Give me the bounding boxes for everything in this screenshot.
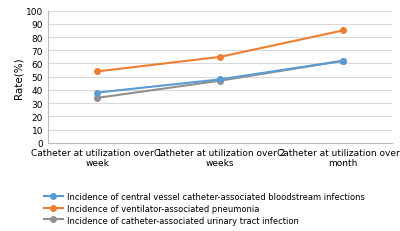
Y-axis label: Rate(%): Rate(%) — [13, 57, 23, 98]
Line: Incidence of catheter-associated urinary tract infection: Incidence of catheter-associated urinary… — [94, 59, 346, 101]
Incidence of central vessel catheter-associated bloodstream infections — [340, 60, 345, 63]
Line: Incidence of ventilator-associated pneumonia: Incidence of ventilator-associated pneum… — [94, 29, 346, 75]
Incidence of catheter-associated urinary tract infection — [340, 60, 345, 63]
Incidence of catheter-associated urinary tract infection — [218, 80, 222, 83]
Line: Incidence of central vessel catheter-associated bloodstream infections: Incidence of central vessel catheter-ass… — [94, 59, 346, 96]
Legend: Incidence of central vessel catheter-associated bloodstream infections, Incidenc: Incidence of central vessel catheter-ass… — [44, 192, 364, 225]
Incidence of catheter-associated urinary tract infection — [95, 97, 100, 100]
Incidence of central vessel catheter-associated bloodstream infections — [95, 92, 100, 94]
Incidence of ventilator-associated pneumonia — [218, 56, 222, 59]
Incidence of ventilator-associated pneumonia — [95, 71, 100, 73]
Incidence of central vessel catheter-associated bloodstream infections — [218, 79, 222, 81]
Incidence of ventilator-associated pneumonia — [340, 30, 345, 33]
